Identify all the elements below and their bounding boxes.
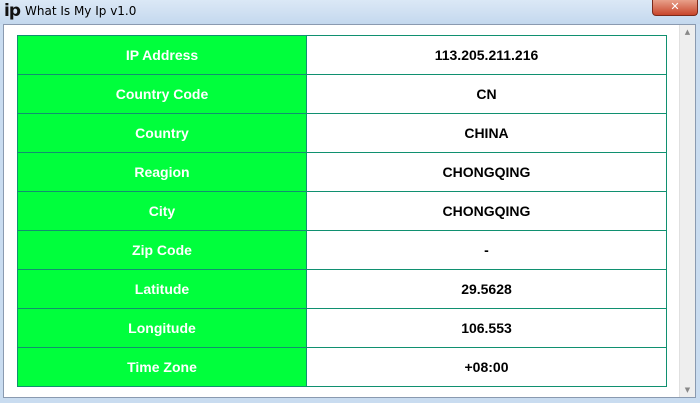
- close-button[interactable]: ✕: [652, 0, 698, 16]
- table-row: Longitude 106.553: [17, 308, 667, 348]
- client-area: IP Address 113.205.211.216 Country Code CN C…: [3, 24, 696, 398]
- scroll-up-icon[interactable]: ▲: [684, 28, 691, 36]
- row-label: Latitude: [17, 269, 307, 309]
- row-value: -: [306, 230, 667, 270]
- row-label: Time Zone: [17, 347, 307, 387]
- table-row: Time Zone +08:00: [17, 347, 667, 387]
- table-row: IP Address 113.205.211.216: [17, 35, 667, 75]
- row-value: 113.205.211.216: [306, 35, 667, 75]
- title-bar: ip What Is My Ip v1.0 ✕: [0, 0, 700, 24]
- row-label: Country: [17, 113, 307, 153]
- table-row: Latitude 29.5628: [17, 269, 667, 309]
- table-row: Reagion CHONGQING: [17, 152, 667, 192]
- table-row: Country Code CN: [17, 74, 667, 114]
- row-value: +08:00: [306, 347, 667, 387]
- row-value: CHONGQING: [306, 191, 667, 231]
- row-label: IP Address: [17, 35, 307, 75]
- vertical-scrollbar[interactable]: ▲ ▼: [679, 25, 695, 397]
- row-value: CHONGQING: [306, 152, 667, 192]
- row-label: Longitude: [17, 308, 307, 348]
- row-label: City: [17, 191, 307, 231]
- row-label: Reagion: [17, 152, 307, 192]
- row-value: CHINA: [306, 113, 667, 153]
- row-label: Zip Code: [17, 230, 307, 270]
- table-row: Zip Code -: [17, 230, 667, 270]
- window-title: What Is My Ip v1.0: [25, 4, 137, 18]
- scroll-down-icon[interactable]: ▼: [684, 386, 691, 394]
- row-value: 29.5628: [306, 269, 667, 309]
- table-row: Country CHINA: [17, 113, 667, 153]
- table-row: City CHONGQING: [17, 191, 667, 231]
- ip-info-table: IP Address 113.205.211.216 Country Code CN C…: [17, 35, 667, 387]
- row-value: CN: [306, 74, 667, 114]
- row-label: Country Code: [17, 74, 307, 114]
- row-value: 106.553: [306, 308, 667, 348]
- app-ip-icon: ip: [4, 1, 21, 21]
